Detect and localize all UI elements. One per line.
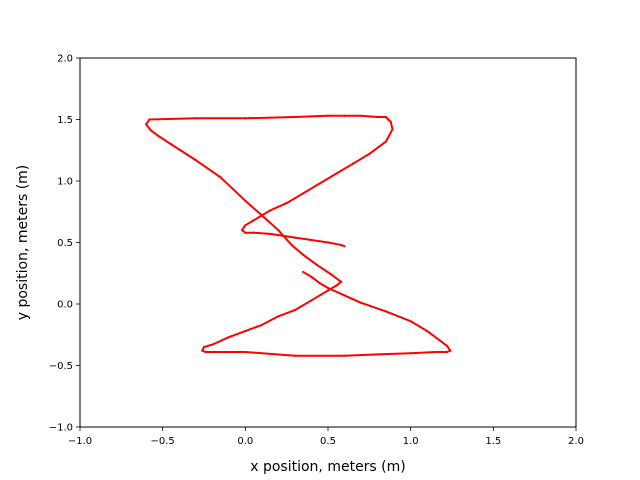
- trajectory-point: [145, 123, 148, 126]
- trajectory-point: [269, 209, 272, 212]
- trajectory-point: [333, 242, 336, 245]
- trajectory-point: [244, 199, 247, 202]
- x-tick-label: −0.5: [151, 436, 175, 447]
- trajectory-point: [330, 273, 333, 276]
- trajectory-point: [302, 253, 305, 256]
- trajectory-point: [293, 236, 296, 239]
- y-tick-label: 1.5: [57, 115, 73, 126]
- trajectory-point: [449, 349, 452, 352]
- trajectory-point: [244, 350, 247, 354]
- x-tick-label: 0.0: [237, 436, 253, 447]
- trajectory-point: [326, 114, 330, 117]
- x-tick-label: 1.5: [485, 436, 501, 447]
- trajectory-point: [252, 219, 255, 222]
- trajectory-point: [302, 270, 305, 274]
- trajectory-point: [290, 243, 293, 247]
- trajectory-point: [351, 162, 354, 165]
- trajectory-point: [227, 336, 230, 339]
- trajectory-point: [204, 350, 207, 354]
- trajectory-point: [318, 282, 321, 285]
- trajectory-point: [426, 330, 429, 333]
- y-tick-label: 2.0: [57, 54, 73, 65]
- trajectory-point: [360, 114, 363, 117]
- trajectory-point: [389, 120, 392, 124]
- trajectory-point: [326, 241, 330, 244]
- trajectory-point: [310, 299, 313, 302]
- trajectory-point: [148, 118, 151, 121]
- trajectory-point: [244, 231, 247, 234]
- trajectory-point: [340, 243, 343, 247]
- trajectory-point: [293, 309, 296, 312]
- trajectory-point: [244, 117, 247, 120]
- trajectory-point: [211, 343, 214, 346]
- trajectory-point: [315, 263, 318, 266]
- ticks-layer: −1.0 −0.5 0.0 0.5 1.0 1.5 2.0 −1.0 −0.5 0.0 0.5 1.0…: [49, 54, 584, 448]
- x-tick-label: 0.5: [320, 436, 336, 447]
- y-tick-label: −0.5: [49, 361, 73, 372]
- trajectory-point: [445, 350, 449, 354]
- trajectory-point: [194, 117, 197, 120]
- trajectory-point: [391, 128, 394, 131]
- y-tick-label: 0.5: [57, 238, 73, 249]
- trajectory-point: [434, 350, 437, 354]
- trajectory-point: [202, 346, 206, 349]
- x-axis-label: x position, meters (m): [250, 459, 406, 475]
- trajectory-point: [194, 159, 197, 162]
- trajectory-point: [360, 301, 363, 304]
- trajectory-point: [409, 320, 412, 323]
- x-tick-label: 1.0: [403, 436, 419, 447]
- trajectory-point: [277, 229, 280, 232]
- trajectory-point: [384, 310, 387, 313]
- trajectory-point: [326, 289, 330, 292]
- trajectory-point: [343, 245, 346, 248]
- trajectory-point: [244, 330, 247, 333]
- y-tick-label: 0.0: [57, 300, 73, 311]
- trajectory-line: [145, 114, 452, 357]
- x-tick-label: 2.0: [568, 436, 584, 447]
- trajectory-point: [335, 172, 338, 175]
- trajectory-point: [269, 232, 272, 235]
- plot-layer: [145, 114, 452, 357]
- trajectory-point: [439, 339, 442, 342]
- trajectory-point: [376, 115, 379, 119]
- trajectory-point: [310, 238, 313, 242]
- x-tick-label: −1.0: [68, 436, 92, 447]
- y-tick-label: −1.0: [49, 423, 73, 434]
- trajectory-point: [244, 224, 247, 227]
- trajectory-point: [302, 192, 305, 195]
- trajectory-point: [445, 344, 449, 347]
- trajectory-point: [326, 286, 330, 290]
- trajectory-point: [169, 143, 172, 146]
- trajectory-point: [384, 140, 387, 143]
- trajectory-point: [252, 231, 255, 234]
- y-tick-label: 1.0: [57, 177, 73, 188]
- trajectory-point: [293, 354, 296, 357]
- trajectory-point: [293, 115, 296, 119]
- trajectory-point: [201, 349, 204, 352]
- trajectory-point: [343, 294, 346, 297]
- trajectory-point: [376, 353, 379, 356]
- trajectory-point: [211, 350, 214, 354]
- trajectory-point: [285, 202, 288, 205]
- trajectory-point: [260, 323, 263, 326]
- trajectory-point: [368, 152, 371, 155]
- trajectory-point: [219, 176, 222, 179]
- trajectory-point: [156, 134, 159, 137]
- trajectory-point: [310, 275, 313, 278]
- trajectory-point: [343, 354, 346, 357]
- trajectory-point: [335, 284, 338, 287]
- trajectory-point: [340, 280, 343, 283]
- trajectory-point: [240, 229, 244, 232]
- trajectory-point: [318, 182, 321, 185]
- y-axis-label: y position, meters (m): [15, 165, 31, 321]
- trajectory-point: [409, 352, 412, 355]
- trajectory-point: [150, 129, 153, 132]
- trajectory-point: [343, 114, 346, 117]
- trajectory-point: [260, 214, 263, 217]
- trajectory-point: [277, 315, 280, 318]
- trajectory-point: [384, 115, 387, 119]
